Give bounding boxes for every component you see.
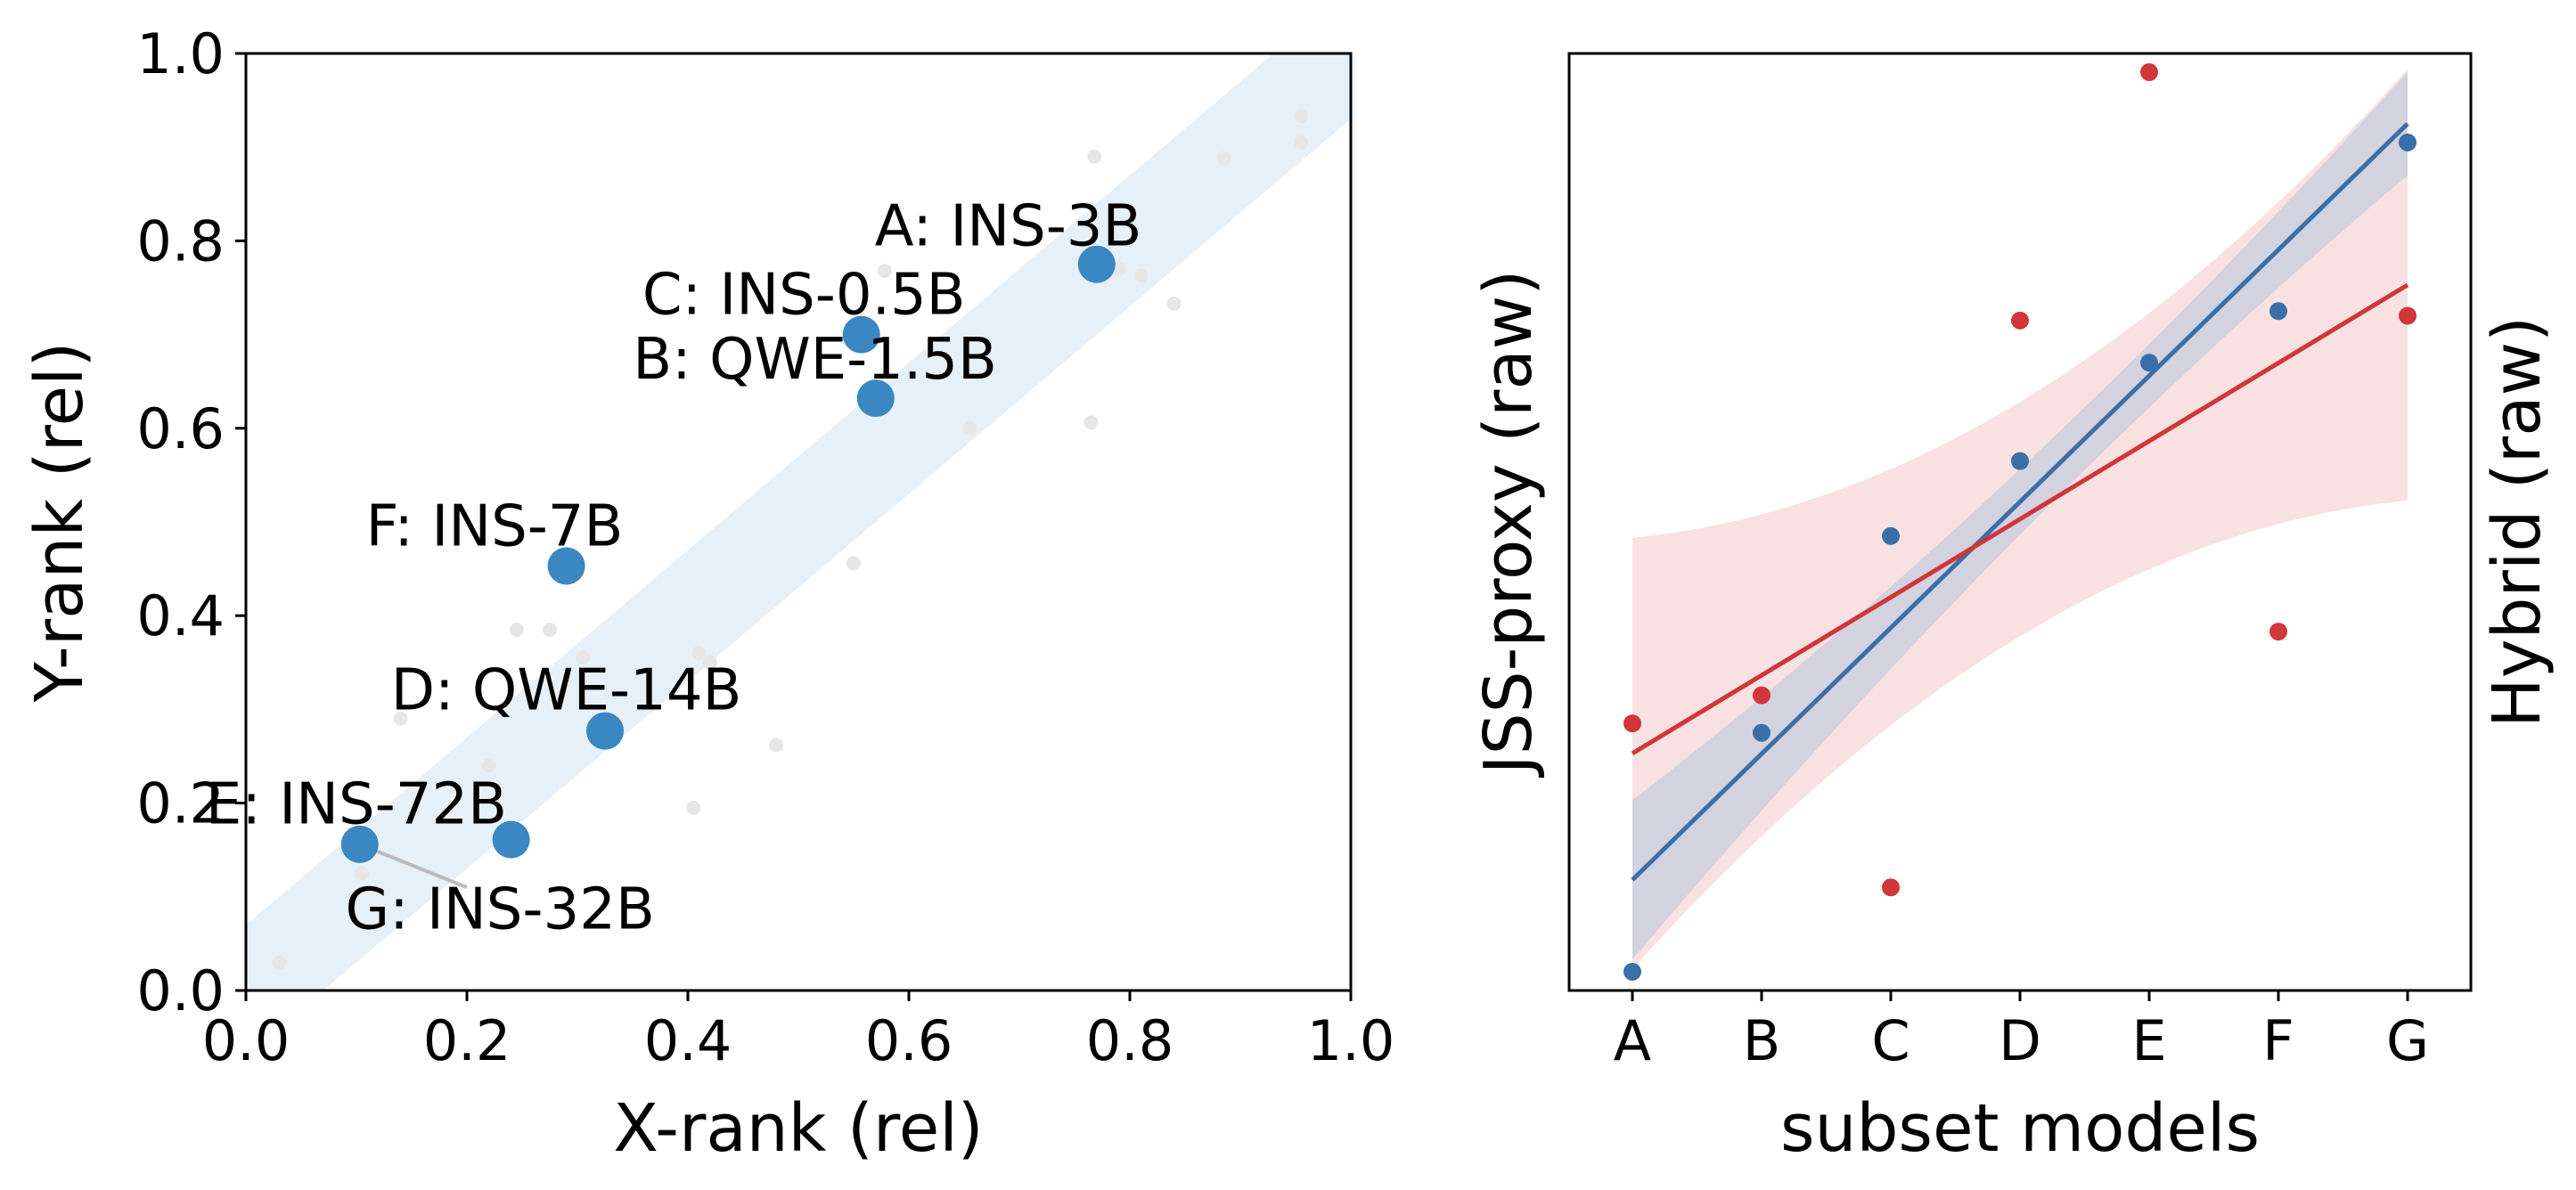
background-point-4 bbox=[509, 622, 524, 637]
right-x-axis-label: subset models bbox=[1780, 1090, 2260, 1167]
label-connectors bbox=[358, 843, 468, 890]
point-label-f: F: INS-7B bbox=[366, 493, 624, 559]
right-y-axis-label-right: Hybrid (raw) bbox=[2479, 316, 2556, 728]
y-tick-label: 0.4 bbox=[136, 583, 225, 648]
background-point-1 bbox=[355, 866, 370, 881]
x-tick-label: 0.0 bbox=[202, 1008, 290, 1073]
background-point-8 bbox=[702, 655, 717, 670]
background-point-20 bbox=[1294, 109, 1309, 124]
x-tick-label: 0.2 bbox=[423, 1008, 511, 1073]
right-scatter-panel: A B C D E F G subset models JSS-proxy (raw) Hy… bbox=[1470, 52, 2556, 1167]
blue-series-points bbox=[1623, 133, 2417, 981]
x-tick-label: 1.0 bbox=[1307, 1008, 1395, 1073]
background-point-13 bbox=[962, 420, 977, 436]
blue-point-c bbox=[1882, 526, 1900, 545]
point-label-g: G: INS-32B bbox=[346, 877, 655, 943]
blue-fit-line bbox=[1631, 122, 2409, 882]
point-b bbox=[856, 379, 895, 418]
right-x-ticks: A B C D E F G bbox=[1614, 990, 2429, 1073]
left-x-axis-label: X-rank (rel) bbox=[613, 1090, 983, 1167]
background-point-17 bbox=[1133, 268, 1149, 283]
point-g bbox=[492, 820, 530, 859]
category-tick-label: F bbox=[2262, 1008, 2294, 1073]
category-tick-label: D bbox=[1999, 1008, 2041, 1073]
category-tick-label: G bbox=[2386, 1008, 2429, 1073]
blue-point-g bbox=[2399, 133, 2417, 151]
background-point-21 bbox=[1294, 134, 1309, 150]
blue-point-a bbox=[1623, 962, 1641, 981]
blue-point-d bbox=[2011, 452, 2029, 470]
blue-point-f bbox=[2269, 302, 2287, 321]
background-point-12 bbox=[877, 264, 892, 279]
red-fit-line bbox=[1631, 282, 2409, 755]
highlighted-labels: A: INS-3B B: QWE-1.5BC: INS-0.5B D: QWE-14… bbox=[206, 194, 1142, 943]
background-point-11 bbox=[846, 556, 861, 571]
left-y-ticks: 0.0 0.2 0.4 0.6 0.8 1.0 bbox=[136, 21, 246, 1023]
point-d bbox=[586, 712, 624, 750]
background-point-5 bbox=[543, 622, 557, 637]
background-point-7 bbox=[691, 646, 707, 661]
red-point-e bbox=[2140, 63, 2158, 82]
y-tick-label: 0.6 bbox=[136, 396, 225, 461]
highlighted-points bbox=[340, 245, 1116, 863]
red-point-b bbox=[1753, 686, 1770, 705]
y-tick-label: 0.2 bbox=[136, 771, 225, 836]
category-tick-label: C bbox=[1871, 1008, 1910, 1073]
left-x-ticks: 0.0 0.2 0.4 0.6 0.8 1.0 bbox=[202, 990, 1395, 1073]
point-f bbox=[547, 547, 585, 585]
right-y-axis-label-left: JSS-proxy (raw) bbox=[1470, 270, 1547, 778]
blue-confidence-band bbox=[1632, 72, 2408, 960]
y-tick-label: 0.0 bbox=[136, 958, 225, 1023]
point-label-c: C: INS-0.5B bbox=[642, 262, 966, 328]
left-scatter-panel: A: INS-3B B: QWE-1.5BC: INS-0.5B D: QWE-14… bbox=[21, 21, 1394, 1167]
point-label-d: D: QWE-14B bbox=[391, 657, 742, 723]
red-point-a bbox=[1623, 714, 1641, 733]
category-tick-label: A bbox=[1614, 1008, 1651, 1073]
y-tick-label: 0.8 bbox=[136, 208, 225, 273]
x-tick-label: 0.4 bbox=[644, 1008, 732, 1073]
background-point-0 bbox=[272, 955, 287, 970]
point-label-a: A: INS-3B bbox=[875, 194, 1142, 260]
point-a bbox=[1077, 245, 1116, 283]
x-tick-label: 0.6 bbox=[865, 1008, 953, 1073]
background-point-15 bbox=[1087, 149, 1102, 164]
background-point-9 bbox=[686, 800, 701, 815]
point-c bbox=[842, 315, 880, 354]
category-tick-label: B bbox=[1743, 1008, 1781, 1073]
blue-point-b bbox=[1753, 723, 1770, 742]
point-e bbox=[340, 825, 379, 863]
background-point-2 bbox=[393, 711, 408, 726]
diagonal-band bbox=[246, 53, 1351, 990]
background-point-18 bbox=[1166, 296, 1182, 311]
left-axes-frame bbox=[244, 52, 1353, 992]
connector-g-label bbox=[358, 843, 468, 890]
category-tick-label: E bbox=[2131, 1008, 2166, 1073]
point-label-b: B: QWE-1.5B bbox=[633, 327, 997, 393]
point-label-e: E: INS-72B bbox=[206, 772, 507, 838]
left-y-axis-label: Y-rank (rel) bbox=[21, 342, 98, 704]
x-tick-label: 0.8 bbox=[1086, 1008, 1174, 1073]
y-tick-label: 1.0 bbox=[136, 21, 225, 86]
background-point-6 bbox=[576, 650, 591, 665]
background-point-19 bbox=[1216, 151, 1231, 166]
red-point-d bbox=[2011, 311, 2029, 330]
red-point-f bbox=[2269, 623, 2287, 641]
background-point-3 bbox=[481, 758, 496, 773]
background-point-10 bbox=[769, 738, 784, 753]
red-series-points bbox=[1623, 63, 2417, 897]
red-point-c bbox=[1882, 878, 1900, 897]
background-point-14 bbox=[1084, 415, 1099, 430]
background-points bbox=[272, 109, 1309, 970]
blue-point-e bbox=[2140, 354, 2158, 372]
red-point-g bbox=[2399, 306, 2417, 325]
